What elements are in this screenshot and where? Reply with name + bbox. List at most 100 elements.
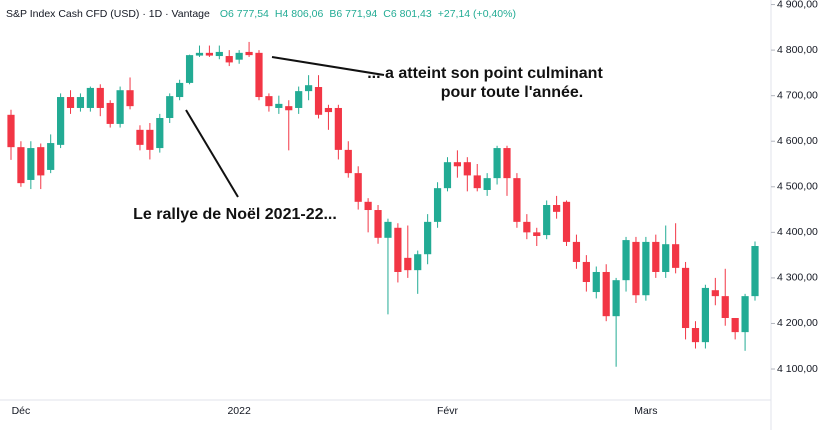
candle-body: [86, 87, 94, 108]
candle-body: [374, 210, 382, 238]
candle-body: [394, 227, 402, 272]
candle-body: [582, 261, 590, 283]
candle-body: [116, 90, 124, 124]
header-item: C6 801,43: [383, 8, 432, 20]
header-item: H4 806,06: [275, 8, 324, 20]
candle-body: [731, 317, 739, 333]
candle-body: [285, 106, 293, 111]
candle-body: [235, 52, 243, 60]
header-text: S&P Index Cash CFD (USD) · 1D · Vantage O…: [6, 8, 516, 20]
candle-body: [553, 205, 561, 212]
candle-body: [195, 52, 204, 56]
candle-body: [741, 296, 749, 333]
y-tick-label: 4 100,00: [777, 363, 818, 375]
y-tick-label: 4 200,00: [777, 317, 818, 329]
candle-body: [384, 221, 392, 238]
candle-body: [205, 52, 213, 56]
y-tick-label: 4 300,00: [777, 272, 818, 284]
candle-body: [424, 221, 432, 255]
candle-body: [513, 178, 521, 222]
candle-body: [47, 143, 55, 170]
candle-body: [642, 241, 650, 296]
candle-body: [493, 148, 501, 179]
y-tick-label: 4 700,00: [777, 89, 818, 101]
header-item: S&P Index Cash CFD (USD) · 1D · Vantage: [6, 8, 210, 20]
candle-body: [602, 271, 610, 317]
candle-body: [76, 97, 85, 108]
candle-body: [106, 102, 114, 124]
candle-body: [7, 114, 15, 148]
candle-body: [57, 97, 65, 145]
candle-body: [364, 201, 372, 211]
candle-body: [295, 91, 303, 108]
candle-body: [473, 175, 481, 189]
candle-body: [334, 107, 342, 150]
x-tick-label: Déc: [12, 405, 31, 417]
candle-body: [136, 129, 144, 145]
annotation-arrow: [185, 109, 239, 198]
y-tick-label: 4 400,00: [777, 226, 818, 238]
candle-body: [632, 241, 640, 296]
header-item: +27,14 (+0,40%): [438, 8, 516, 20]
y-tick-label: 4 600,00: [777, 135, 818, 147]
candle-body: [721, 296, 729, 318]
candle-body: [453, 162, 461, 167]
candle-body: [126, 90, 134, 107]
candle-body: [146, 129, 154, 150]
header-item: B6 771,94: [329, 8, 377, 20]
y-tick-label: 4 800,00: [777, 44, 818, 56]
candle-body: [37, 147, 45, 176]
candle-body: [681, 267, 690, 329]
y-tick-label: 4 900,00: [777, 0, 818, 10]
candle-body: [166, 96, 174, 118]
candle-body: [503, 148, 511, 179]
candle-body: [433, 188, 442, 222]
candle-body: [17, 147, 25, 184]
candle-body: [185, 55, 194, 83]
candle-body: [156, 117, 164, 149]
candle-body: [66, 97, 75, 108]
candle-body: [404, 257, 412, 271]
candle-body: [572, 241, 581, 262]
candle-body: [215, 51, 223, 57]
candle-body: [27, 148, 35, 180]
candle-body: [344, 149, 352, 174]
candle-body: [225, 56, 233, 63]
candle-body: [463, 162, 471, 176]
candle-body: [324, 107, 333, 113]
candle-body: [751, 246, 759, 297]
header-item: O6 777,54: [220, 8, 269, 20]
candle-body: [612, 280, 620, 317]
candle-body: [652, 241, 660, 272]
candle-body: [176, 82, 184, 98]
annotation: ... a atteint son point culminant: [367, 65, 603, 82]
candle-body: [701, 287, 709, 343]
candle-body: [622, 240, 630, 281]
candle-body: [305, 85, 313, 92]
candle-body: [255, 52, 263, 98]
candle-body: [314, 87, 323, 115]
candle-body: [275, 103, 283, 108]
candle-body: [245, 51, 253, 56]
annotation-arrow: [271, 56, 385, 76]
candle-body: [543, 205, 551, 236]
candle-body: [562, 201, 571, 242]
y-tick-label: 4 500,00: [777, 181, 818, 193]
candle-body: [691, 328, 700, 343]
candle-body: [523, 221, 531, 233]
candle-body: [96, 87, 104, 108]
candle-body: [354, 173, 362, 202]
candle-body: [414, 254, 422, 271]
x-tick-label: Févr: [437, 405, 459, 417]
candle-body: [592, 271, 600, 293]
candle-body: [533, 232, 541, 236]
candle-body: [443, 162, 452, 189]
annotation: pour toute l'année.: [441, 84, 583, 101]
candle-body: [672, 244, 680, 268]
annotation: Le rallye de Noël 2021-22...: [133, 206, 337, 223]
x-tick-label: Mars: [634, 405, 657, 417]
candle-body: [483, 178, 491, 190]
